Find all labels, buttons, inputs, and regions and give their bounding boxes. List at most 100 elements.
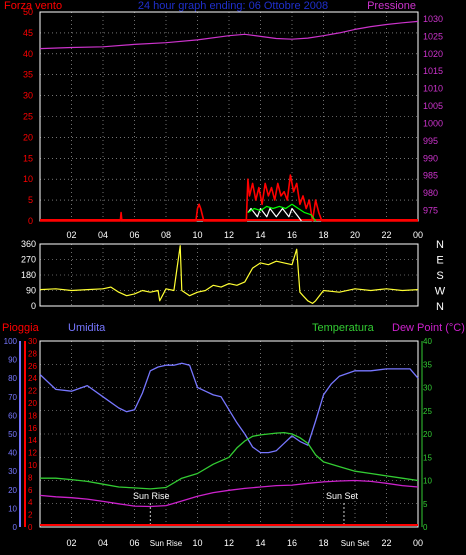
panel1-x-tick: 22 <box>381 230 391 240</box>
panel1-x-tick: 20 <box>350 230 360 240</box>
panel3-x-tick: 04 <box>98 538 108 548</box>
panel3-rain-tick: 4 <box>28 498 33 507</box>
panel3-rain-tick: 2 <box>28 511 33 520</box>
sunset-annotation: Sun Set <box>326 491 359 501</box>
panel3-x-tick: 22 <box>381 538 391 548</box>
panel3-x-tick: 16 <box>287 538 297 548</box>
panel1-left-tick: 35 <box>23 70 33 80</box>
sunrise-annotation: Sun Rise <box>133 491 170 501</box>
panel1-x-tick: 18 <box>318 230 328 240</box>
panel1-right-tick: 995 <box>423 136 438 146</box>
panel3-x-tick: 12 <box>224 538 234 548</box>
panel1-right-tick: 980 <box>423 188 438 198</box>
panel3-rain-tick: 28 <box>28 349 37 358</box>
panel2-left-tick: 180 <box>21 270 36 280</box>
panel1-left-tick: 0 <box>28 216 33 226</box>
panel3-humidity-tick: 0 <box>13 523 18 532</box>
panel3-humidity-tick: 50 <box>8 430 17 439</box>
panel2-left-tick: 0 <box>31 301 36 311</box>
series-avgwind <box>247 203 317 222</box>
panel3-humidity-tick: 100 <box>4 337 18 346</box>
panel1-left-tick: 15 <box>23 153 33 163</box>
panel1-x-tick: 08 <box>161 230 171 240</box>
panel1-left-tick: 25 <box>23 112 33 122</box>
panel3-x-tick: 00 <box>413 538 423 548</box>
panel3-humidity-tick: 90 <box>8 356 17 365</box>
panel3-rain-tick: 6 <box>28 486 33 495</box>
panel2-compass-label: E <box>436 255 443 267</box>
panel2-compass-label: N <box>436 239 444 251</box>
panel3-temp-tick: 25 <box>423 407 432 416</box>
panel1-right-tick: 1025 <box>423 31 443 41</box>
panel3-humidity-tick: 10 <box>8 504 17 513</box>
panel2-frame <box>39 243 419 307</box>
series-gust <box>247 207 302 222</box>
panel2-compass-label: N <box>436 301 444 313</box>
panel1-x-tick: 00 <box>413 230 423 240</box>
panel1-left-tick: 45 <box>23 28 33 38</box>
panel3-humidity-tick: 20 <box>8 486 17 495</box>
series-pressure <box>39 20 419 50</box>
panel2-left-tick: 270 <box>21 255 36 265</box>
panel3-x-tick: Sun Rise <box>150 539 183 548</box>
panel3-rain-tick: 26 <box>28 362 37 371</box>
panel1-x-tick: 04 <box>98 230 108 240</box>
panel1-right-tick: 1005 <box>423 101 443 111</box>
panel3-temp-tick: 10 <box>423 477 432 486</box>
panel1-right-tick: 985 <box>423 171 438 181</box>
panel1-right-tick: 1010 <box>423 84 443 94</box>
panel1-right-tick: 990 <box>423 153 438 163</box>
panel3-temp-tick: 35 <box>423 360 432 369</box>
panel3-temp-tick: 40 <box>423 337 432 346</box>
panel3-temp-tick: 30 <box>423 384 432 393</box>
panel3-rain-tick: 20 <box>28 399 37 408</box>
panel3-rain-tick: 24 <box>28 374 37 383</box>
panel1-right-tick: 1000 <box>423 118 443 128</box>
panel3-temp-tick: 5 <box>423 500 428 509</box>
panel2-compass-label: S <box>436 270 443 282</box>
panel1-right-tick: 1030 <box>423 14 443 24</box>
panel3-x-tick: 14 <box>255 538 265 548</box>
panel1-left-tick: 20 <box>23 132 33 142</box>
series-temperature <box>40 431 419 490</box>
panel2-left-tick: 360 <box>21 239 36 249</box>
panel3-rain-tick: 0 <box>28 523 33 532</box>
panel3-humidity-tick: 80 <box>8 374 17 383</box>
panel3-rain-tick: 18 <box>28 411 37 420</box>
series-direction <box>39 245 419 304</box>
panel1-right-label: Pressione <box>367 0 416 12</box>
panel3-label-humidity: Umidita <box>68 322 106 334</box>
panel3-humidity-tick: 40 <box>8 449 17 458</box>
panel1-left-label: Forza vento <box>4 0 62 12</box>
panel1-left-tick: 10 <box>23 174 33 184</box>
panel3-humidity-tick: 30 <box>8 467 17 476</box>
panel3-label-dewpoint: Dew Point (°C) <box>392 322 465 334</box>
panel3-rain-tick: 8 <box>28 473 33 482</box>
panel1-x-tick: 10 <box>192 230 202 240</box>
panel3-label-temperature: Temperatura <box>312 322 375 334</box>
panel3-rain-tick: 12 <box>28 449 37 458</box>
panel2-compass-label: W <box>435 286 446 298</box>
panel3-rain-tick: 22 <box>28 387 37 396</box>
panel1-left-tick: 30 <box>23 91 33 101</box>
panel1-x-tick: 14 <box>255 230 265 240</box>
panel1-title: 24 hour graph ending: 06 Ottobre 2008 <box>138 0 328 12</box>
panel3-x-tick: 18 <box>318 538 328 548</box>
panel1-left-tick: 40 <box>23 49 33 59</box>
panel1-left-tick: 5 <box>28 195 33 205</box>
panel3-rain-tick: 16 <box>28 424 37 433</box>
panel1-left-tick: 50 <box>23 7 33 17</box>
panel1-right-tick: 975 <box>423 206 438 216</box>
panel3-label-rain: Pioggia <box>2 322 40 334</box>
panel3-rain-tick: 10 <box>28 461 37 470</box>
series-humidity <box>39 362 419 454</box>
panel3-temp-tick: 15 <box>423 453 432 462</box>
panel3-humidity-tick: 70 <box>8 393 17 402</box>
panel1-x-tick: 02 <box>66 230 76 240</box>
panel3-x-tick: 02 <box>66 538 76 548</box>
panel3-x-tick: 10 <box>192 538 202 548</box>
panel1-x-tick: 06 <box>129 230 139 240</box>
panel3-temp-tick: 0 <box>423 523 428 532</box>
